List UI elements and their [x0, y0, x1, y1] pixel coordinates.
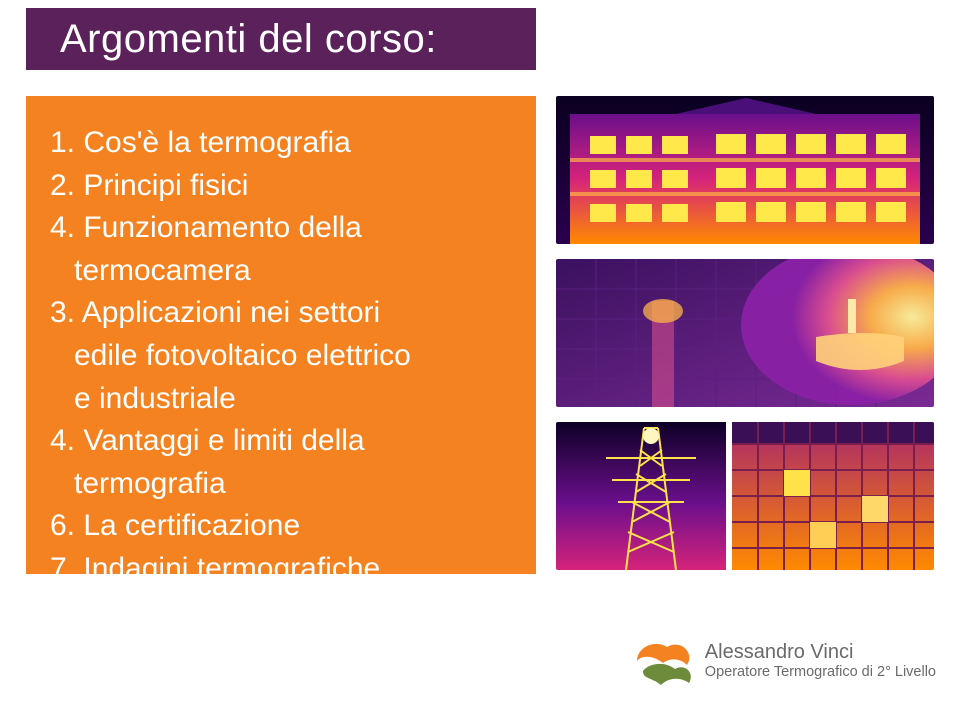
topic-line: 6. La certificazione [50, 505, 512, 548]
topic-line: termocamera [50, 250, 512, 293]
logo-icon [631, 641, 695, 691]
topic-line: edile fotovoltaico elettrico [50, 335, 512, 378]
thermal-image-bathroom [556, 259, 934, 407]
topic-line: termografia [50, 463, 512, 506]
topic-line: e industriale [50, 378, 512, 421]
topic-line: 4. Vantaggi e limiti della [50, 420, 512, 463]
topic-line: 3. Applicazioni nei settori [50, 292, 512, 335]
page-title: Argomenti del corso: [60, 17, 437, 62]
thermal-images-column [556, 96, 934, 570]
topic-line: 4. Funzionamento della [50, 207, 512, 250]
logo-text-block: Alessandro Vinci Operatore Termografico … [705, 641, 936, 682]
logo-subtitle: Operatore Termografico di 2° Livello [705, 663, 936, 682]
footer-logo: Alessandro Vinci Operatore Termografico … [631, 641, 936, 691]
topics-panel: 1. Cos'è la termografia 2. Principi fisi… [26, 96, 536, 574]
thermal-image-building [556, 96, 934, 244]
topic-line: 7. Indagini termografiche [50, 548, 512, 591]
logo-name: Alessandro Vinci [705, 641, 936, 663]
topic-line: 2. Principi fisici [50, 165, 512, 208]
thermal-image-pylon-pv [556, 422, 934, 570]
header-bar: Argomenti del corso: [26, 8, 536, 70]
topic-line: 1. Cos'è la termografia [50, 122, 512, 165]
